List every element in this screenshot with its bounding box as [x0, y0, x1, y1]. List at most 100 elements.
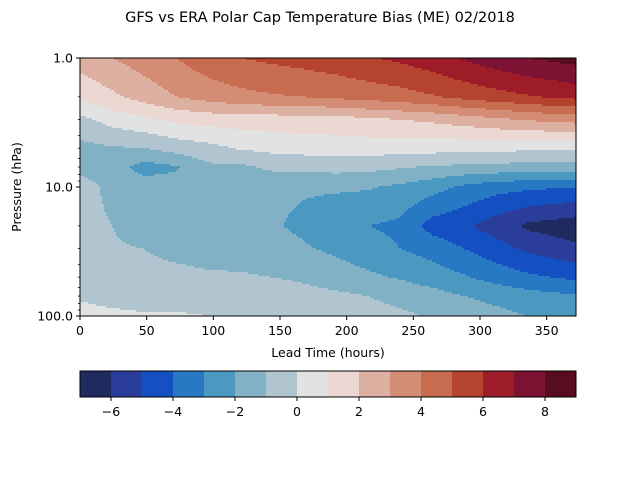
contour-cell: [480, 64, 575, 67]
contour-cell: [574, 122, 576, 125]
contour-cell: [460, 106, 576, 109]
contour-cell: [402, 214, 441, 217]
contour-cell: [120, 238, 303, 241]
contour-cell: [154, 104, 263, 107]
contour-cell: [146, 116, 355, 119]
contour-cell: [414, 66, 487, 69]
contour-cell: [448, 240, 503, 243]
contour-cell: [80, 92, 117, 95]
contour-cell: [202, 314, 419, 316]
contour-cell: [272, 170, 377, 173]
contour-cell: [102, 200, 303, 203]
contour-cell: [442, 96, 543, 99]
contour-cell: [498, 214, 576, 217]
contour-cell: [302, 238, 393, 241]
contour-cell: [372, 188, 449, 191]
contour-cell: [80, 150, 163, 153]
contour-cell: [80, 156, 193, 159]
y-tick-label: 100.0: [37, 309, 73, 324]
contour-cell: [132, 68, 193, 71]
contour-cell: [80, 272, 249, 275]
contour-cell: [506, 242, 576, 245]
contour-cell: [392, 60, 467, 63]
contour-cell: [530, 252, 576, 255]
contour-cell: [414, 312, 519, 315]
contour-cell: [80, 66, 131, 69]
contour-cell: [80, 294, 363, 297]
contour-cell: [80, 152, 175, 155]
contour-cell: [270, 152, 437, 155]
contour-cell: [178, 122, 435, 125]
contour-cell: [230, 84, 389, 87]
contour-cell: [436, 72, 513, 75]
contour-cell: [458, 208, 519, 211]
contour-cell: [538, 274, 576, 277]
contour-cell: [136, 246, 313, 249]
contour-cell: [190, 110, 403, 113]
contour-cell: [262, 168, 397, 171]
contour-cell: [354, 264, 441, 267]
contour-cell: [522, 226, 576, 229]
contour-cell: [452, 210, 511, 213]
contour-cell: [92, 118, 157, 121]
contour-cell: [80, 84, 103, 87]
contour-cell: [472, 202, 565, 205]
contour-cell: [446, 212, 505, 215]
contour-cell: [204, 268, 367, 271]
contour-cell: [102, 202, 301, 205]
contour-cell: [418, 180, 515, 183]
contour-cell: [370, 270, 455, 273]
contour-cell: [124, 96, 179, 99]
contour-cell: [80, 258, 163, 261]
contour-cell: [492, 260, 567, 263]
contour-cell: [406, 280, 485, 283]
contour-cell: [80, 244, 131, 247]
contour-cell: [470, 276, 551, 279]
contour-cell: [114, 58, 179, 61]
contour-cell: [112, 226, 285, 229]
contour-cell: [344, 98, 463, 101]
contour-cell: [164, 88, 247, 91]
contour-cell: [108, 218, 287, 221]
contour-cell: [402, 110, 513, 113]
contour-cell: [558, 80, 576, 83]
contour-cell: [178, 58, 247, 61]
contour-cell: [492, 216, 575, 219]
contour-cell: [134, 164, 171, 167]
contour-cell: [386, 234, 433, 237]
contour-cell: [136, 114, 279, 117]
contour-cell: [134, 170, 177, 173]
contour-cell: [150, 252, 327, 255]
contour-cell: [80, 260, 169, 263]
contour-cell: [478, 84, 576, 87]
contour-cell: [80, 200, 103, 203]
contour-cell: [332, 134, 576, 137]
contour-cell: [88, 178, 433, 181]
contour-cell: [458, 138, 576, 141]
colorbar-swatch: [421, 371, 453, 397]
contour-cell: [162, 86, 239, 89]
contour-cell: [474, 298, 576, 301]
contour-cell: [550, 276, 576, 279]
contour-cell: [140, 72, 201, 75]
contour-cell: [466, 274, 539, 277]
contour-cell: [80, 312, 187, 315]
contour-cell: [470, 250, 525, 253]
contour-cell: [80, 282, 303, 285]
contour-cell: [104, 204, 299, 207]
contour-cell: [326, 72, 437, 75]
contour-cell: [284, 226, 373, 229]
contour-cell: [80, 220, 111, 223]
contour-cell: [80, 216, 109, 219]
contour-cell: [400, 86, 487, 89]
contour-cell: [150, 148, 237, 151]
colorbar-swatch: [545, 371, 577, 397]
contour-cell: [84, 140, 195, 143]
contour-cell: [336, 256, 423, 259]
contour-cell: [288, 214, 403, 217]
contour-cell: [80, 174, 143, 177]
contour-cell: [328, 288, 439, 291]
contour-cell: [80, 148, 151, 151]
contour-cell: [80, 74, 85, 77]
contour-cell: [178, 138, 459, 141]
